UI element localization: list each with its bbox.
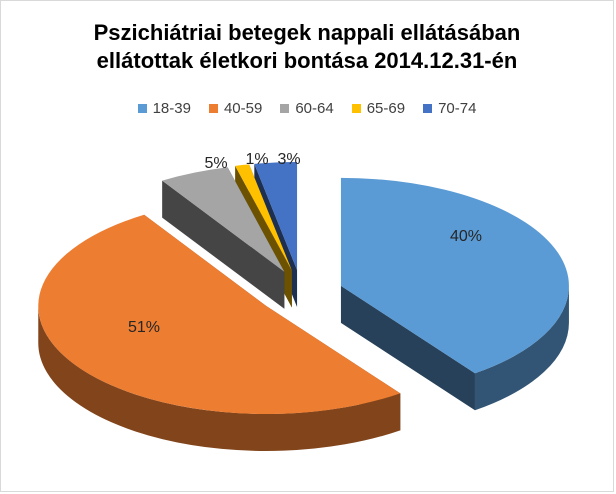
legend-swatch-70-74 (423, 104, 433, 113)
legend-swatch-65-69 (351, 104, 361, 113)
legend-item-70-74: 70-74 (423, 100, 476, 117)
legend-item-18-39: 18-39 (137, 100, 191, 117)
legend-item-40-59: 40-59 (208, 100, 263, 117)
pie-slice-top-70-74 (254, 162, 298, 271)
data-label-65-69: 1% (245, 151, 268, 168)
data-label-40-59: 51% (128, 319, 160, 336)
pie-slice-top-65-69 (235, 164, 292, 271)
pie-slice-60-64 (162, 167, 285, 309)
legend-label-40-59: 40-59 (223, 100, 263, 117)
chart-title-line-1: Pszichiátriai betegek nappali ellátásába… (93, 20, 521, 45)
legend-label-60-64: 60-64 (295, 100, 334, 117)
legend-swatch-18-39 (137, 104, 147, 113)
legend-label-70-74: 70-74 (438, 100, 477, 117)
chart-title-line-2: ellátottak életkori bontása 2014.12.31-é… (96, 48, 518, 73)
pie-slice-side-18-39-0 (474, 285, 569, 411)
pie-slice-wall-60-64-0 (162, 180, 285, 309)
pie-slice-40-59 (38, 214, 401, 451)
legend-item-65-69: 65-69 (351, 100, 406, 117)
data-label-70-74: 3% (277, 151, 300, 168)
legend-swatch-40-59 (208, 104, 218, 113)
chart-title: Pszichiátriai betegek nappali ellátásába… (1, 19, 613, 75)
data-label-60-64: 5% (204, 155, 227, 172)
legend-swatch-60-64 (280, 104, 290, 113)
data-label-18-39: 40% (450, 228, 482, 245)
legend-label-65-69: 65-69 (366, 100, 406, 117)
legend-item-60-64: 60-64 (280, 100, 334, 117)
pie-slice-side-40-59-0 (38, 305, 401, 451)
chart-legend: 18-39 40-59 60-64 65-69 70-74 (1, 100, 613, 117)
pie-slice-top-40-59 (38, 214, 401, 414)
pie-slice-top-18-39 (340, 177, 569, 374)
pie-slice-top-60-64 (162, 167, 285, 272)
pie-slice-18-39 (340, 177, 569, 411)
pie-slice-wall-18-39-1 (340, 285, 475, 411)
legend-label-18-39: 18-39 (152, 100, 191, 117)
